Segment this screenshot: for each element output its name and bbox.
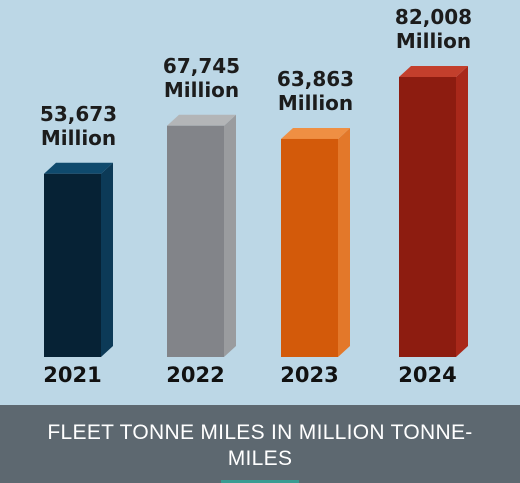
value-label-2022: 67,745 Million	[137, 54, 267, 102]
category-label-2023: 2023	[280, 363, 339, 387]
bar-front-2022	[167, 125, 224, 357]
bar-chart	[44, 66, 468, 358]
bar-side-2024	[456, 66, 468, 357]
bar-2023	[281, 127, 350, 358]
bar-2024	[399, 66, 468, 357]
value-label-2021: 53,673 Million	[14, 102, 144, 150]
category-label-2022: 2022	[166, 363, 225, 387]
value-unit: Million	[277, 90, 354, 115]
value-number: 53,673	[39, 101, 118, 126]
bar-side-2023	[338, 127, 350, 358]
chart-area: 53,673 Million 2021 67,745 Million 2022 63,863…	[14, 5, 499, 387]
value-number: 63,863	[276, 66, 355, 91]
bar-top-2024	[399, 66, 468, 77]
bar-top-2023	[281, 127, 350, 139]
bar-side-2022	[224, 114, 236, 357]
category-label-2021: 2021	[43, 363, 102, 387]
value-unit: Million	[40, 125, 117, 150]
value-label-2023: 63,863 Million	[251, 67, 381, 115]
category-label-2024: 2024	[398, 363, 457, 387]
bar-2022	[167, 114, 236, 357]
value-unit: Million	[395, 29, 472, 53]
chart-footer: FLEET TONNE MILES IN MILLION TONNE-MILES	[0, 405, 520, 483]
value-label-2024: 82,008 Million	[369, 5, 499, 53]
bar-2021	[44, 162, 113, 357]
value-number: 67,745	[162, 53, 241, 78]
bar-top-2022	[167, 114, 236, 126]
chart-title: FLEET TONNE MILES IN MILLION TONNE-MILES	[47, 421, 473, 470]
bar-front-2021	[44, 173, 101, 357]
bar-side-2021	[101, 162, 113, 357]
bar-top-2021	[44, 162, 113, 174]
bar-front-2023	[281, 138, 338, 357]
value-number: 82,008	[394, 5, 473, 29]
footer-accent-line	[221, 480, 299, 483]
value-unit: Million	[163, 77, 240, 102]
bar-front-2024	[399, 77, 456, 357]
